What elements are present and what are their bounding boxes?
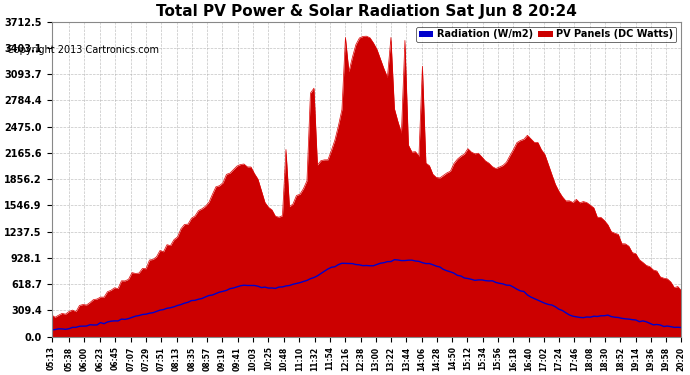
Title: Total PV Power & Solar Radiation Sat Jun 8 20:24: Total PV Power & Solar Radiation Sat Jun…	[156, 4, 577, 19]
Legend: Radiation (W/m2), PV Panels (DC Watts): Radiation (W/m2), PV Panels (DC Watts)	[415, 27, 676, 42]
Text: Copyright 2013 Cartronics.com: Copyright 2013 Cartronics.com	[7, 45, 159, 55]
